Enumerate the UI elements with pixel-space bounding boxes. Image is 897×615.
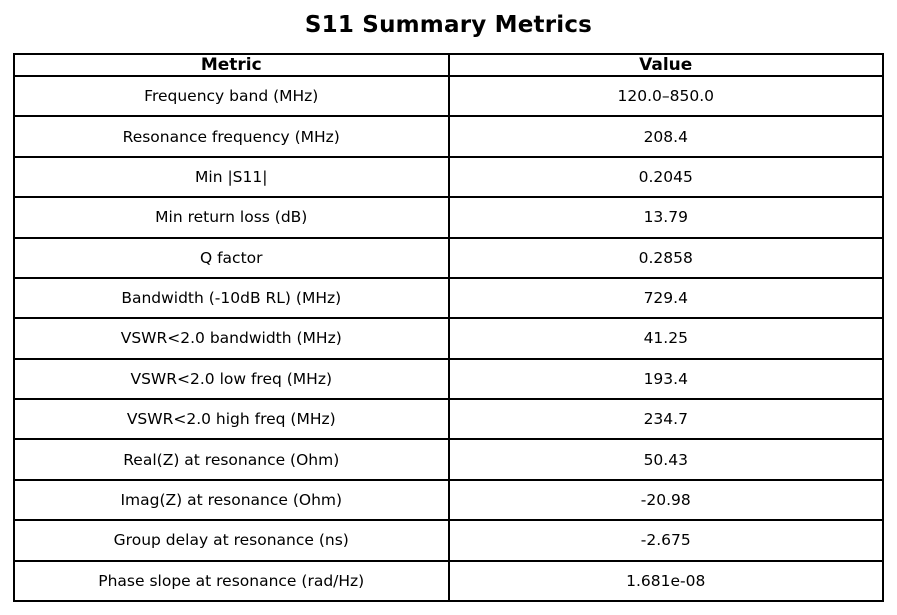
table-row: Imag(Z) at resonance (Ohm) -20.98 — [13, 478, 884, 522]
table-row: Bandwidth (-10dB RL) (MHz) 729.4 — [13, 276, 884, 320]
value-cell: 1.681e-08 — [447, 559, 884, 602]
table-row: Group delay at resonance (ns) -2.675 — [13, 519, 884, 562]
value-cell: 234.7 — [447, 397, 884, 441]
table-row: Frequency band (MHz) 120.0–850.0 — [13, 74, 884, 118]
table-header-row: Metric Value — [13, 53, 884, 77]
metric-cell: Min return loss (dB) — [13, 196, 450, 239]
metric-column-header: Metric — [13, 53, 450, 77]
value-cell: 41.25 — [447, 317, 884, 360]
table-row: VSWR<2.0 low freq (MHz) 193.4 — [13, 357, 884, 401]
value-cell: 50.43 — [447, 438, 884, 481]
value-cell: 729.4 — [447, 276, 884, 320]
value-cell: -20.98 — [447, 478, 884, 522]
metric-cell: Phase slope at resonance (rad/Hz) — [13, 559, 450, 602]
metric-cell: Imag(Z) at resonance (Ohm) — [13, 478, 450, 522]
value-cell: 0.2045 — [447, 155, 884, 199]
value-column-header: Value — [447, 53, 884, 77]
value-cell: 120.0–850.0 — [447, 74, 884, 118]
metrics-table: Metric Value Frequency band (MHz) 120.0–… — [13, 53, 884, 602]
metric-cell: Min |S11| — [13, 155, 450, 199]
metric-cell: Group delay at resonance (ns) — [13, 519, 450, 562]
table-row: VSWR<2.0 bandwidth (MHz) 41.25 — [13, 317, 884, 360]
table-row: Phase slope at resonance (rad/Hz) 1.681e… — [13, 559, 884, 602]
value-cell: 208.4 — [447, 115, 884, 158]
value-cell: 193.4 — [447, 357, 884, 401]
metric-cell: VSWR<2.0 low freq (MHz) — [13, 357, 450, 401]
table-row: Q factor 0.2858 — [13, 236, 884, 279]
metric-cell: Q factor — [13, 236, 450, 279]
metric-cell: Frequency band (MHz) — [13, 74, 450, 118]
table-row: Real(Z) at resonance (Ohm) 50.43 — [13, 438, 884, 481]
table-row: Min |S11| 0.2045 — [13, 155, 884, 199]
metric-cell: Real(Z) at resonance (Ohm) — [13, 438, 450, 481]
table-row: Resonance frequency (MHz) 208.4 — [13, 115, 884, 158]
value-cell: 0.2858 — [447, 236, 884, 279]
metric-cell: VSWR<2.0 bandwidth (MHz) — [13, 317, 450, 360]
table-row: Min return loss (dB) 13.79 — [13, 196, 884, 239]
metric-cell: VSWR<2.0 high freq (MHz) — [13, 397, 450, 441]
table-row: VSWR<2.0 high freq (MHz) 234.7 — [13, 397, 884, 441]
metric-cell: Bandwidth (-10dB RL) (MHz) — [13, 276, 450, 320]
chart-title: S11 Summary Metrics — [304, 12, 593, 38]
value-cell: 13.79 — [447, 196, 884, 239]
value-cell: -2.675 — [447, 519, 884, 562]
metric-cell: Resonance frequency (MHz) — [13, 115, 450, 158]
